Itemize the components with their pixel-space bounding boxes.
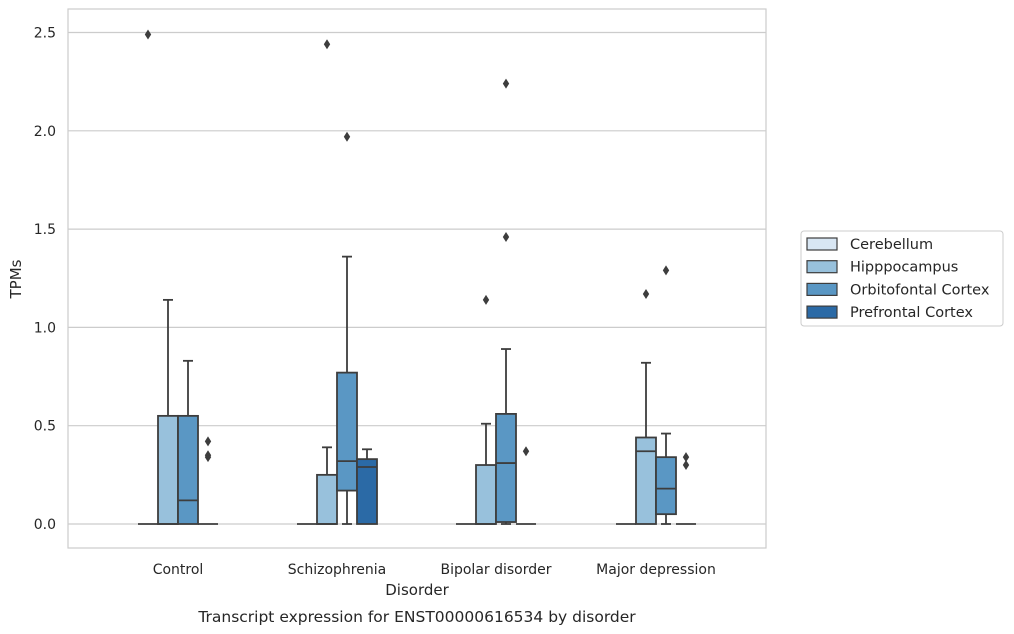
plot-frame bbox=[67, 8, 767, 549]
outlier-point bbox=[642, 288, 650, 299]
box-body bbox=[157, 414, 179, 525]
box bbox=[655, 265, 677, 525]
legend-swatch bbox=[806, 282, 838, 296]
outlier-point bbox=[682, 460, 690, 471]
outlier-point bbox=[323, 39, 331, 50]
y-tick-label: 1.0 bbox=[34, 320, 56, 336]
x-tick-label: Major depression bbox=[596, 562, 716, 578]
legend-item: Cerebellum bbox=[806, 237, 933, 253]
x-tick-labels: Control Schizophrenia Bipolar disorder Majo… bbox=[153, 562, 716, 578]
box-body bbox=[356, 458, 378, 525]
box bbox=[495, 78, 517, 525]
y-tick-label: 2.0 bbox=[34, 124, 56, 140]
outlier-point bbox=[144, 29, 152, 40]
box bbox=[516, 446, 536, 525]
legend-swatch bbox=[806, 305, 838, 319]
y-tick-label: 0.0 bbox=[34, 517, 56, 533]
box-body bbox=[655, 456, 677, 516]
outlier-point bbox=[482, 294, 490, 305]
box-body bbox=[336, 371, 358, 492]
box-body bbox=[495, 413, 517, 523]
box bbox=[177, 359, 199, 525]
legend-label: Orbitofontal Cortex bbox=[850, 282, 990, 298]
outlier-point bbox=[522, 446, 530, 457]
legend-swatch bbox=[806, 237, 838, 251]
outlier-point bbox=[204, 436, 212, 447]
legend-label: Prefrontal Cortex bbox=[850, 305, 973, 321]
box bbox=[198, 436, 218, 525]
box bbox=[336, 131, 358, 525]
legend-item: Orbitofontal Cortex bbox=[806, 282, 990, 298]
x-tick-label: Control bbox=[153, 562, 204, 578]
legend-item: Prefrontal Cortex bbox=[806, 305, 973, 321]
legend-label: Hipppocampus bbox=[850, 260, 958, 276]
box bbox=[138, 29, 158, 525]
outlier-point bbox=[502, 231, 510, 242]
outlier-point bbox=[502, 78, 510, 89]
box bbox=[676, 452, 696, 525]
box bbox=[157, 298, 179, 525]
legend-swatch bbox=[806, 260, 838, 274]
y-tick-label: 1.5 bbox=[34, 222, 56, 238]
box bbox=[356, 448, 378, 525]
legend-item: Hipppocampus bbox=[806, 260, 958, 276]
legend-label: Cerebellum bbox=[850, 237, 933, 253]
outlier-point bbox=[204, 450, 212, 461]
y-tick-label: 0.5 bbox=[34, 419, 56, 435]
y-axis-label: TPMs bbox=[7, 259, 25, 299]
legend: Cerebellum Hipppocampus Orbitofontal Corte… bbox=[800, 230, 1004, 327]
box-layer bbox=[138, 29, 696, 525]
x-tick-label: Bipolar disorder bbox=[440, 562, 551, 578]
x-axis-label: Disorder bbox=[385, 581, 449, 599]
x-tick-label: Schizophrenia bbox=[288, 562, 386, 578]
box-body bbox=[177, 414, 199, 525]
outlier-point bbox=[682, 452, 690, 463]
y-tick-label: 2.5 bbox=[34, 26, 56, 42]
legend-frame bbox=[800, 230, 1004, 327]
box bbox=[635, 288, 657, 525]
box-body bbox=[316, 473, 338, 525]
chart-caption: Transcript expression for ENST0000061653… bbox=[197, 608, 636, 626]
outlier-point bbox=[662, 265, 670, 276]
box bbox=[475, 294, 497, 525]
y-tick-labels: 0.0 0.5 1.0 1.5 2.0 2.5 bbox=[34, 26, 56, 534]
box-body bbox=[475, 464, 497, 525]
outlier-point bbox=[343, 131, 351, 142]
box bbox=[316, 39, 338, 525]
